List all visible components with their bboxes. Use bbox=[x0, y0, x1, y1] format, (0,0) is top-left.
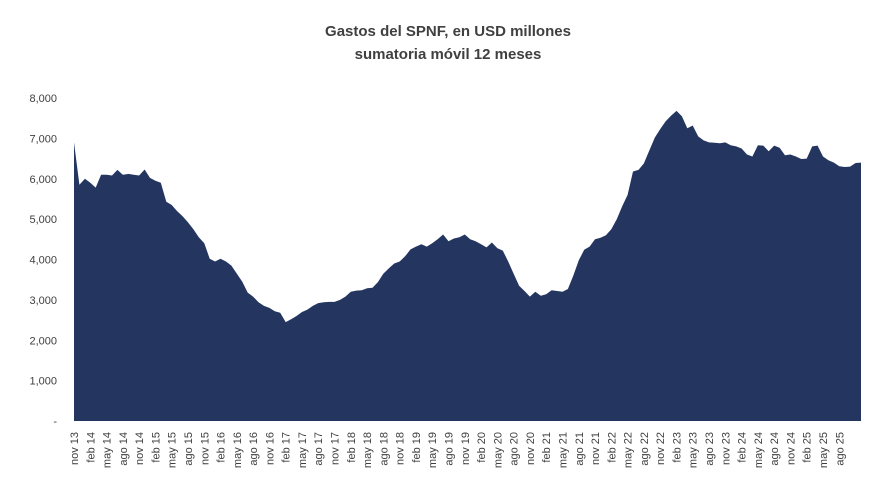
x-tick-label: ago 21 bbox=[574, 432, 586, 466]
y-tick-label: 8,000 bbox=[29, 93, 57, 105]
x-tick-label: ago 22 bbox=[639, 432, 651, 466]
x-tick-label: nov 14 bbox=[134, 432, 146, 465]
x-tick-label: feb 25 bbox=[802, 432, 814, 463]
y-tick-label: 3,000 bbox=[29, 295, 57, 307]
x-tick-label: nov 20 bbox=[525, 432, 537, 465]
x-tick-label: feb 23 bbox=[672, 432, 684, 463]
x-tick-label: feb 16 bbox=[216, 432, 228, 463]
y-tick-label: - bbox=[53, 416, 57, 428]
x-tick-label: may 18 bbox=[362, 432, 374, 468]
x-tick-label: may 20 bbox=[492, 432, 504, 468]
x-tick-label: ago 20 bbox=[509, 432, 521, 466]
x-tick-label: ago 18 bbox=[378, 432, 390, 466]
y-tick-label: 6,000 bbox=[29, 174, 57, 186]
x-tick-label: may 14 bbox=[102, 432, 114, 468]
x-tick-label: may 24 bbox=[753, 432, 765, 468]
x-tick-label: may 19 bbox=[427, 432, 439, 468]
x-tick-label: may 22 bbox=[623, 432, 635, 468]
x-tick-label: nov 19 bbox=[460, 432, 472, 465]
y-tick-label: 4,000 bbox=[29, 255, 57, 267]
x-tick-label: ago 24 bbox=[769, 432, 781, 466]
x-tick-label: nov 18 bbox=[395, 432, 407, 465]
x-tick-label: feb 22 bbox=[606, 432, 618, 463]
x-tick-label: may 21 bbox=[558, 432, 570, 468]
x-tick-label: feb 18 bbox=[346, 432, 358, 463]
x-tick-label: may 25 bbox=[818, 432, 830, 468]
x-tick-label: nov 13 bbox=[69, 432, 81, 465]
x-tick-label: feb 14 bbox=[85, 432, 97, 463]
y-tick-label: 7,000 bbox=[29, 133, 57, 145]
x-tick-label: nov 21 bbox=[590, 432, 602, 465]
x-tick-label: feb 24 bbox=[737, 432, 749, 463]
x-tick-label: ago 23 bbox=[704, 432, 716, 466]
x-tick-label: ago 25 bbox=[834, 432, 846, 466]
y-tick-label: 2,000 bbox=[29, 335, 57, 347]
x-tick-label: may 17 bbox=[297, 432, 309, 468]
series-area bbox=[74, 110, 861, 422]
x-tick-label: nov 16 bbox=[264, 432, 276, 465]
x-tick-label: nov 24 bbox=[785, 432, 797, 465]
x-tick-label: ago 14 bbox=[118, 432, 130, 466]
x-tick-label: feb 19 bbox=[411, 432, 423, 463]
x-tick-label: ago 19 bbox=[444, 432, 456, 466]
x-tick-label: ago 15 bbox=[183, 432, 195, 466]
x-tick-label: feb 15 bbox=[150, 432, 162, 463]
x-tick-label: feb 17 bbox=[281, 432, 293, 463]
x-tick-label: may 23 bbox=[688, 432, 700, 468]
x-tick-label: ago 16 bbox=[248, 432, 260, 466]
chart-subtitle: sumatoria móvil 12 meses bbox=[354, 46, 542, 63]
x-tick-label: nov 22 bbox=[655, 432, 667, 465]
x-tick-label: nov 15 bbox=[199, 432, 211, 465]
x-tick-label: nov 23 bbox=[720, 432, 732, 465]
y-tick-label: 1,000 bbox=[29, 376, 57, 388]
x-tick-label: nov 17 bbox=[330, 432, 342, 465]
x-tick-label: feb 21 bbox=[541, 432, 553, 463]
x-tick-label: may 15 bbox=[167, 432, 179, 468]
x-tick-label: may 16 bbox=[232, 432, 244, 468]
x-tick-label: feb 20 bbox=[476, 432, 488, 463]
y-tick-label: 5,000 bbox=[29, 214, 57, 226]
chart-title: Gastos del SPNF, en USD millones bbox=[325, 23, 571, 40]
chart-title-block: Gastos del SPNF, en USD millones sumator… bbox=[0, 20, 896, 66]
x-tick-label: ago 17 bbox=[313, 432, 325, 466]
